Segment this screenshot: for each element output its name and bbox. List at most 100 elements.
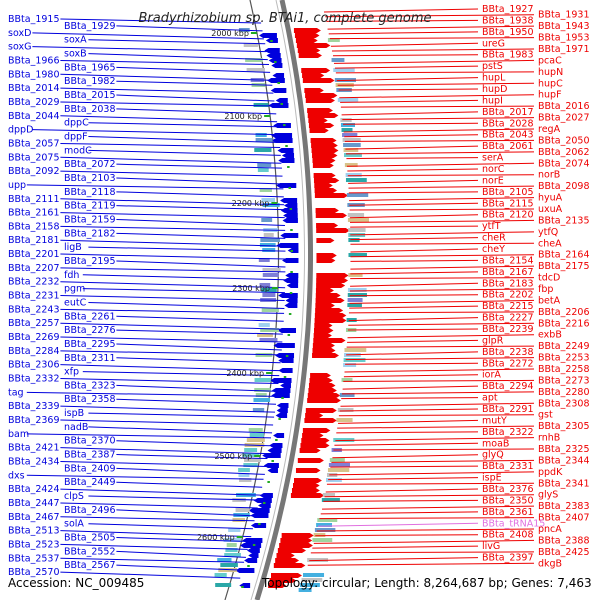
gene-label-right: ytfT	[482, 221, 501, 232]
left-category-bar	[223, 538, 242, 542]
gene-label-left: bam	[8, 429, 29, 440]
topology-label: Topology: circular; Length: 8,264,687 bp…	[261, 576, 592, 590]
connector-line-left	[60, 59, 269, 65]
connector-line-right	[330, 42, 479, 47]
right-strand-gene	[302, 78, 335, 83]
connector-line-left	[88, 136, 280, 144]
gene-label-right: BBta_1950	[482, 27, 534, 38]
gene-label-right: BBta_2273	[538, 375, 590, 386]
gene-label-left: BBta_1965	[64, 62, 116, 73]
ring-dot	[285, 355, 289, 357]
left-category-bar	[260, 238, 280, 242]
right-category-bar	[316, 523, 333, 527]
connector-line-right	[349, 214, 479, 219]
gene-label-left: ligB	[64, 242, 82, 253]
connector-line-left	[116, 481, 263, 488]
connector-line-left	[60, 18, 262, 24]
connector-line-left	[60, 447, 269, 455]
gene-label-right: BBta_2120	[482, 210, 534, 221]
gene-label-left: BBta_2505	[64, 533, 116, 544]
gene-label-right: BBta_2253	[538, 353, 590, 364]
gene-label-left: BBta_2257	[8, 318, 60, 329]
connector-line-left	[116, 509, 257, 517]
gene-label-right: BBta_2408	[482, 530, 534, 541]
connector-line-left	[88, 523, 253, 530]
connector-line-left	[88, 53, 268, 61]
gene-label-right: BBta_2425	[538, 547, 590, 558]
right-strand-gene	[305, 408, 337, 413]
left-strand-gene	[284, 203, 298, 208]
right-category-bar	[347, 293, 367, 297]
connector-line-right	[350, 277, 535, 280]
gene-label-left: BBta_2243	[8, 304, 60, 315]
right-category-bar	[346, 318, 357, 322]
connector-line-right	[330, 465, 479, 468]
connector-line-right	[307, 562, 535, 566]
gene-label-left: BBta_2015	[64, 90, 116, 101]
right-strand-gene	[297, 458, 324, 463]
kbp-label: 2100 kbp	[224, 112, 262, 121]
connector-line-right	[319, 517, 535, 520]
left-category-bar	[226, 543, 237, 547]
left-strand-gene	[276, 243, 299, 248]
ring-dot	[288, 187, 292, 189]
connector-line-left	[116, 205, 285, 211]
right-category-bar	[342, 138, 361, 142]
connector-line-right	[348, 311, 535, 314]
right-strand-gene	[271, 573, 302, 578]
right-category-bar	[341, 378, 353, 382]
gene-label-left: BBta_2434	[8, 456, 60, 467]
left-category-bar	[258, 323, 270, 327]
gene-label-left: BBta_2092	[8, 166, 60, 177]
right-strand-gene	[315, 208, 339, 213]
connector-line-right	[336, 431, 479, 434]
right-category-bar	[344, 163, 358, 167]
ring-dot	[290, 271, 293, 273]
connector-line-left	[32, 46, 267, 53]
connector-line-right	[343, 374, 479, 378]
gene-label-right: BBta_2028	[482, 118, 534, 129]
gene-label-left: BBta_2447	[8, 498, 60, 509]
right-strand-gene	[311, 148, 339, 153]
gene-label-left: dppC	[64, 118, 89, 129]
connector-line-right	[312, 545, 479, 549]
gene-label-right: BBta_2291	[482, 404, 534, 415]
right-strand-gene	[311, 143, 338, 148]
connector-line-right	[328, 31, 479, 35]
connector-line-left	[88, 122, 278, 128]
left-category-bar	[224, 553, 241, 557]
left-strand-gene	[282, 218, 298, 223]
gene-label-left: BBta_2421	[8, 443, 60, 454]
gene-label-right: BBta_2383	[538, 501, 590, 512]
gene-label-right: BBta_2115	[482, 198, 534, 209]
gene-label-left: BBta_2537	[8, 553, 60, 564]
right-category-bar	[327, 468, 350, 472]
connector-line-left	[60, 405, 276, 413]
right-strand-gene	[316, 228, 350, 233]
connector-line-right	[346, 157, 479, 160]
left-strand-gene	[272, 73, 285, 78]
gene-label-right: hyuA	[538, 193, 563, 204]
connector-line-right	[345, 145, 479, 150]
connector-line-left	[60, 156, 282, 164]
right-category-bar	[347, 288, 367, 292]
ring-dot	[288, 313, 292, 315]
gene-label-right: BBta_1971	[538, 44, 590, 55]
left-category-bar	[259, 283, 271, 287]
left-strand-gene	[259, 493, 273, 498]
gene-label-right: glpR	[482, 335, 504, 346]
gene-label-right: BBta_2206	[538, 307, 590, 318]
gene-label-left: BBta_2513	[8, 526, 60, 537]
gene-label-right: gst	[538, 410, 553, 421]
left-strand-gene	[248, 508, 270, 513]
right-category-bar	[300, 583, 320, 587]
gene-label-right: mutY	[482, 415, 507, 426]
left-category-bar	[215, 583, 232, 587]
right-strand-gene	[276, 553, 295, 558]
ring-dot	[275, 439, 278, 441]
gene-label-right: BBta_2350	[482, 495, 534, 506]
connector-line-right	[349, 299, 535, 304]
connector-line-right	[347, 328, 479, 331]
left-category-bar	[252, 408, 265, 412]
connector-line-left	[116, 25, 263, 32]
